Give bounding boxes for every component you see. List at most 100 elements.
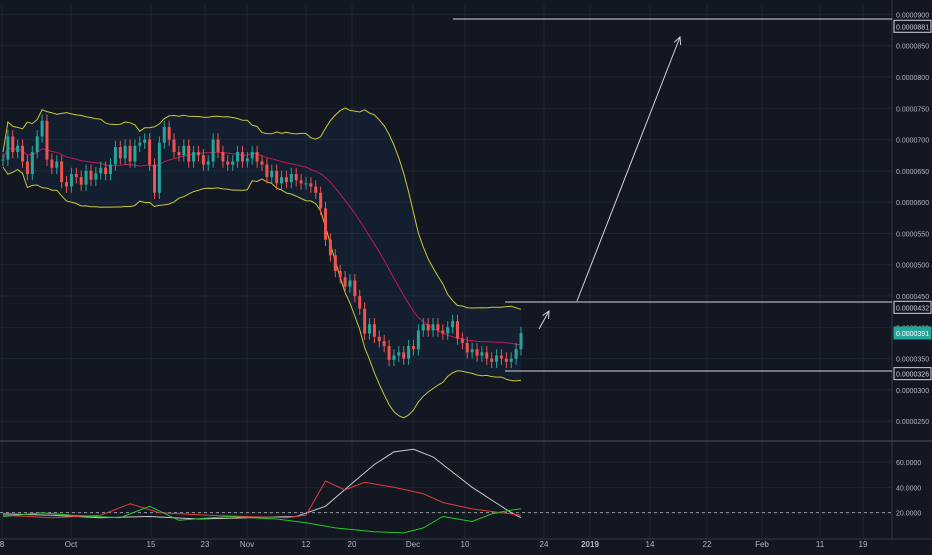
x-axis-tick-label: 11	[816, 540, 825, 549]
candle-body	[499, 355, 503, 359]
di-minus-line	[2, 480, 522, 519]
candle-body	[441, 330, 445, 334]
candle-body	[324, 208, 328, 240]
bollinger-lower-band	[2, 166, 522, 419]
candle-body	[343, 277, 347, 287]
candle-body	[21, 145, 25, 162]
candle-body	[519, 332, 523, 350]
candle-body	[74, 173, 78, 178]
candle-body	[455, 321, 459, 339]
price-axis-tick-label: 0.0000550	[896, 231, 929, 238]
candle-body	[231, 161, 235, 165]
x-axis-tick-label: 12	[302, 540, 311, 549]
price-level-label: 0.0000432	[896, 305, 929, 312]
x-axis-tick-label: 15	[147, 540, 156, 549]
candle-body	[157, 142, 161, 193]
long-arrow[interactable]	[576, 36, 681, 302]
x-axis-tick-label: Nov	[240, 540, 254, 549]
candle-body	[250, 152, 254, 159]
candle-body	[99, 167, 103, 174]
short-arrow[interactable]	[538, 310, 550, 330]
x-axis-tick-label: 22	[703, 540, 712, 549]
x-axis-tick-label: 23	[201, 540, 210, 549]
candle-body	[265, 164, 269, 178]
candle-body	[372, 324, 376, 337]
candle-body	[465, 342, 469, 353]
price-axis-tick-label: 0.0000250	[896, 419, 929, 426]
candle-body	[495, 355, 499, 362]
candle-body	[402, 352, 406, 359]
x-axis-tick-label: 2019	[581, 540, 599, 549]
candle-body	[353, 280, 357, 297]
price-axis-tick-label: 0.0000650	[896, 169, 929, 176]
candle-body	[25, 161, 29, 174]
candle-body	[294, 173, 298, 181]
candle-body	[475, 349, 479, 356]
candle-body	[1, 159, 5, 161]
candle-body	[485, 352, 489, 359]
candle-body	[45, 120, 49, 160]
candle-body	[94, 173, 98, 180]
candle-body	[299, 180, 303, 184]
candle-body	[60, 161, 64, 183]
price-level-label: 0.0000881	[896, 24, 929, 31]
candle-body	[65, 182, 69, 187]
candle-body	[172, 139, 176, 153]
candle-body	[133, 145, 137, 162]
x-axis-tick-label: 8	[0, 540, 5, 549]
candle-body	[333, 255, 337, 272]
candle-body	[148, 139, 152, 165]
candle-body	[348, 280, 352, 287]
candle-body	[260, 161, 264, 165]
candle-body	[460, 338, 464, 343]
candle-body	[30, 152, 34, 174]
candle-body	[509, 358, 513, 362]
price-axis-tick-label: 0.0000850	[896, 44, 929, 51]
candle-body	[280, 177, 284, 184]
price-level-label: 0.0000326	[896, 372, 929, 379]
candle-body	[143, 139, 147, 143]
adx-line	[2, 448, 522, 520]
candle-body	[289, 173, 293, 183]
candle-body	[426, 324, 430, 331]
candle-body	[35, 136, 39, 153]
candle-body	[201, 155, 205, 165]
candle-body	[79, 177, 83, 185]
candle-body	[196, 152, 200, 156]
candle-body	[421, 324, 425, 331]
price-axis-tick-label: 0.0000500	[896, 263, 929, 270]
candle-body	[309, 183, 313, 187]
candle-body	[480, 352, 484, 356]
price-axis-tick-label: 0.0000350	[896, 357, 929, 364]
candle-body	[314, 186, 318, 193]
price-axis-tick-label: 0.0000600	[896, 200, 929, 207]
candle-body	[177, 152, 181, 156]
candle-body	[104, 167, 108, 174]
candle-body	[123, 145, 127, 159]
price-axis-tick-label: 0.0000450	[896, 294, 929, 301]
candle-body	[162, 127, 166, 143]
candle-body	[382, 341, 386, 347]
di-plus-line	[2, 505, 522, 534]
candle-body	[270, 170, 274, 178]
candle-body	[11, 136, 15, 153]
price-axis-tick-label: 0.0000900	[896, 12, 929, 19]
price-level-label-box	[893, 19, 932, 33]
candle-body	[514, 349, 518, 359]
candle-body	[368, 324, 372, 334]
candle-body	[40, 120, 44, 137]
candle-body	[431, 324, 435, 331]
bollinger-upper-band	[2, 107, 522, 310]
price-axis-tick-label: 0.0000700	[896, 138, 929, 145]
x-axis-tick-label: Feb	[755, 540, 769, 549]
candle-body	[211, 139, 215, 162]
candle-body	[377, 336, 381, 342]
price-axis-tick-label: 0.0000800	[896, 75, 929, 82]
candle-body	[407, 346, 411, 359]
candle-body	[236, 152, 240, 162]
candle-body	[69, 173, 73, 187]
candle-body	[240, 152, 244, 162]
candle-body	[397, 352, 401, 356]
